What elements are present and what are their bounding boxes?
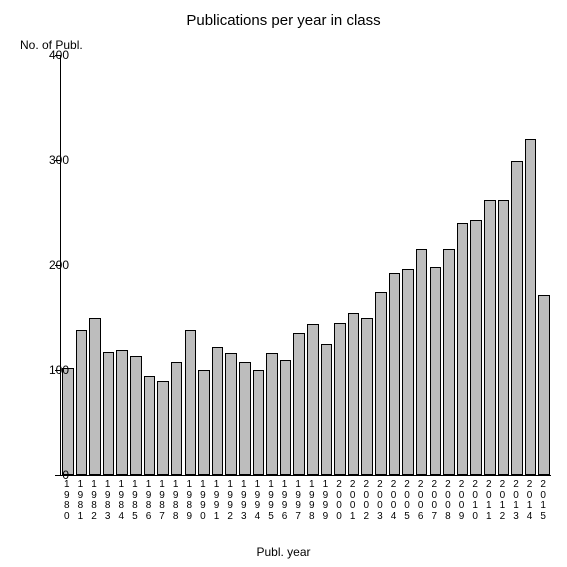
bar [498, 200, 510, 475]
x-tick-label: 2 0 0 4 [388, 480, 398, 522]
x-tick-label: 2 0 1 1 [484, 480, 494, 522]
x-tick-label: 2 0 0 8 [443, 480, 453, 522]
x-tick-label: 1 9 9 2 [225, 480, 235, 522]
x-tick-label: 1 9 8 4 [116, 480, 126, 522]
y-tick-label: 400 [29, 48, 69, 62]
bar [253, 370, 265, 475]
x-tick-label: 2 0 0 1 [348, 480, 358, 522]
x-tick-label: 2 0 0 3 [375, 480, 385, 522]
bar [171, 362, 183, 475]
bar [416, 249, 428, 475]
x-tick-label: 2 0 0 6 [416, 480, 426, 522]
bar [225, 353, 237, 475]
bar [307, 324, 319, 475]
x-tick-label: 2 0 1 3 [511, 480, 521, 522]
y-tick-label: 300 [29, 153, 69, 167]
x-tick-label: 1 9 9 6 [280, 480, 290, 522]
bar [103, 352, 115, 475]
x-tick-label: 1 9 8 3 [103, 480, 113, 522]
x-tick-label: 1 9 9 1 [212, 480, 222, 522]
x-tick-label: 2 0 0 9 [457, 480, 467, 522]
chart-title: Publications per year in class [0, 12, 567, 29]
y-tick-label: 0 [29, 468, 69, 482]
bar [89, 318, 101, 476]
x-tick-label: 2 0 0 0 [334, 480, 344, 522]
x-tick-label: 1 9 9 4 [252, 480, 262, 522]
publications-bar-chart: Publications per year in class No. of Pu… [0, 0, 567, 567]
bar [293, 333, 305, 475]
bar [198, 370, 210, 475]
x-tick-label: 2 0 0 5 [402, 480, 412, 522]
x-tick-label: 1 9 8 7 [157, 480, 167, 522]
x-tick-label: 2 0 1 0 [470, 480, 480, 522]
x-tick-label: 2 0 1 2 [497, 480, 507, 522]
bar [62, 368, 74, 475]
bar [76, 330, 88, 475]
bar [389, 273, 401, 475]
bar [511, 161, 523, 475]
bar [402, 269, 414, 475]
x-tick-label: 1 9 8 1 [75, 480, 85, 522]
bar [144, 376, 156, 475]
bar [538, 295, 550, 475]
bar [280, 360, 292, 476]
bar [361, 318, 373, 476]
bar [185, 330, 197, 475]
x-tick-label: 1 9 9 3 [239, 480, 249, 522]
x-tick-label: 1 9 8 0 [62, 480, 72, 522]
x-tick-label: 1 9 9 5 [266, 480, 276, 522]
x-tick-label: 2 0 0 7 [429, 480, 439, 522]
x-tick-label: 1 9 9 9 [320, 480, 330, 522]
bar [157, 381, 169, 476]
x-tick-label: 2 0 1 4 [525, 480, 535, 522]
y-tick-label: 100 [29, 363, 69, 377]
x-tick-label: 1 9 8 8 [171, 480, 181, 522]
x-tick-label: 2 0 0 2 [361, 480, 371, 522]
bar [130, 356, 142, 475]
bar [525, 139, 537, 475]
x-tick-label: 1 9 8 5 [130, 480, 140, 522]
bar [348, 313, 360, 475]
x-tick-label: 1 9 9 8 [307, 480, 317, 522]
x-tick-label: 2 0 1 5 [538, 480, 548, 522]
bar [116, 350, 128, 475]
bar [470, 220, 482, 475]
x-tick-label: 1 9 9 7 [293, 480, 303, 522]
bar [266, 353, 278, 475]
x-axis-title: Publ. year [0, 545, 567, 559]
bar [443, 249, 455, 475]
bar [239, 362, 251, 475]
plot-area [60, 55, 551, 476]
bar [457, 223, 469, 475]
y-tick-label: 200 [29, 258, 69, 272]
x-tick-label: 1 9 8 6 [143, 480, 153, 522]
bar [212, 347, 224, 475]
x-tick-label: 1 9 8 2 [89, 480, 99, 522]
bars-group [61, 55, 551, 475]
bar [484, 200, 496, 475]
x-tick-label: 1 9 8 9 [184, 480, 194, 522]
bar [334, 323, 346, 475]
bar [430, 267, 442, 475]
bar [321, 344, 333, 475]
x-tick-label: 1 9 9 0 [198, 480, 208, 522]
bar [375, 292, 387, 475]
